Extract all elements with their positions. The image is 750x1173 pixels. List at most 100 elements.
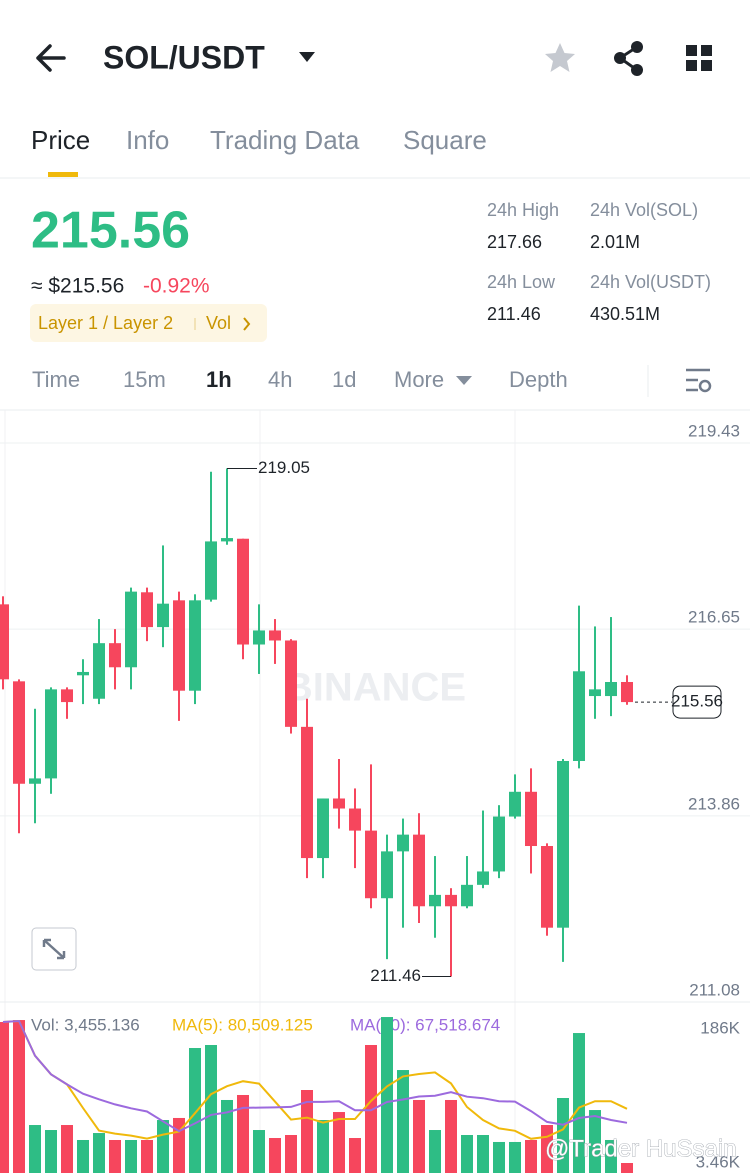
depth-tab[interactable]: Depth (509, 367, 568, 392)
candle-body (61, 689, 73, 703)
volume-bar (157, 1120, 169, 1173)
vol-legend: Vol: 3,455.136 (31, 1015, 140, 1034)
volume-bar (365, 1045, 377, 1173)
favorite-icon[interactable] (545, 43, 575, 72)
volume-bar (429, 1130, 441, 1173)
interval[interactable]: 1d (332, 367, 356, 392)
tab-square[interactable]: Square (403, 125, 487, 155)
volume-bar (605, 1139, 617, 1173)
last-price-label: 215.56 (671, 692, 723, 711)
volume-bar (493, 1141, 505, 1173)
stat-value: 217.66 (487, 232, 542, 252)
volume-bar (445, 1099, 457, 1173)
tag-chevron (243, 317, 251, 331)
volume-bar (413, 1099, 425, 1173)
stat-value: 430.51M (590, 304, 660, 324)
candle-body (509, 791, 521, 817)
candle-body (381, 851, 393, 899)
volume-bar (125, 1139, 137, 1173)
layout-icon[interactable] (686, 45, 712, 71)
ma10-line (2, 1019, 628, 1133)
volume-bar (237, 1094, 249, 1173)
interval-active[interactable]: 1h (206, 367, 232, 392)
candle-body (445, 894, 457, 907)
back-button[interactable] (36, 44, 66, 72)
chart-settings-icon[interactable] (686, 368, 712, 393)
volume-bar (189, 1048, 201, 1173)
volume-bar (221, 1099, 233, 1173)
volume-bar (589, 1110, 601, 1173)
volume-bar (461, 1135, 473, 1173)
candle-body (173, 600, 185, 691)
share-icon[interactable] (614, 41, 643, 76)
candle-body (269, 630, 281, 641)
watermark: BINANCE (284, 666, 466, 710)
stat-value: 211.46 (487, 304, 541, 324)
volume-bar (0, 1022, 9, 1173)
interval-more[interactable]: More (394, 367, 444, 392)
volume-bar (29, 1125, 41, 1173)
candle-body (45, 689, 57, 779)
y-tick-label: 213.86 (688, 794, 740, 813)
candle-body (285, 640, 297, 727)
tag-link[interactable]: Vol (206, 313, 231, 333)
vol-tick-label: 186K (700, 1018, 740, 1037)
candle-body (397, 834, 409, 852)
candle-body (413, 834, 425, 907)
pair-dropdown[interactable] (299, 52, 315, 62)
candle-body (477, 871, 489, 885)
candle-body (125, 591, 137, 668)
tab-price[interactable]: Price (31, 125, 90, 155)
tab-trading-data[interactable]: Trading Data (210, 125, 360, 155)
volume-bar (77, 1139, 89, 1173)
expand-button[interactable] (31, 927, 77, 971)
candle-body (573, 671, 585, 761)
volume-bar (333, 1112, 345, 1173)
volume-bar (141, 1139, 153, 1173)
candle-body (189, 600, 201, 691)
tag-chip[interactable] (30, 304, 267, 342)
last-price-tag (672, 685, 722, 719)
fiat-price: ≈ $215.56 (31, 275, 124, 298)
candle-body (0, 604, 9, 680)
interval[interactable]: Time (32, 367, 80, 392)
volume-bar (317, 1120, 329, 1173)
tag-label[interactable]: Layer 1 / Layer 2 (38, 313, 173, 333)
candle-body (525, 791, 537, 847)
volume-bar (45, 1130, 57, 1173)
more-caret (456, 376, 472, 385)
y-tick-label: 211.08 (689, 980, 740, 999)
y-tick-label: 219.43 (688, 421, 740, 440)
candle-body (93, 643, 105, 699)
candle-body (221, 538, 233, 542)
ma5-legend: MA(5): 80,509.125 (172, 1015, 313, 1034)
tab-info[interactable]: Info (126, 125, 169, 155)
candle-body (365, 830, 377, 899)
volume-bar (301, 1090, 313, 1173)
candle-body (621, 681, 633, 703)
volume-bar (93, 1133, 105, 1173)
stat-label: 24h High (487, 200, 559, 220)
pair-title[interactable]: SOL/USDT (103, 39, 265, 75)
volume-bar (621, 1163, 633, 1173)
candle-body (317, 798, 329, 859)
candle-body (237, 538, 249, 645)
candle-body (109, 643, 121, 668)
volume-bar (205, 1045, 217, 1173)
volume-bar (61, 1125, 73, 1173)
interval[interactable]: 4h (268, 367, 292, 392)
candle-body (493, 816, 505, 872)
volume-bar (13, 1020, 25, 1173)
ma5-line (2, 1019, 628, 1140)
interval[interactable]: 15m (123, 367, 166, 392)
candle-body (605, 681, 617, 697)
candle-body (205, 541, 217, 600)
volume-bar (349, 1138, 361, 1173)
candle-body (429, 894, 441, 907)
volume-bar (285, 1135, 297, 1173)
y-tick-label: 216.65 (688, 608, 740, 627)
candle-body (13, 681, 25, 784)
credit-watermark: @Trader HuSsain (545, 1135, 737, 1162)
